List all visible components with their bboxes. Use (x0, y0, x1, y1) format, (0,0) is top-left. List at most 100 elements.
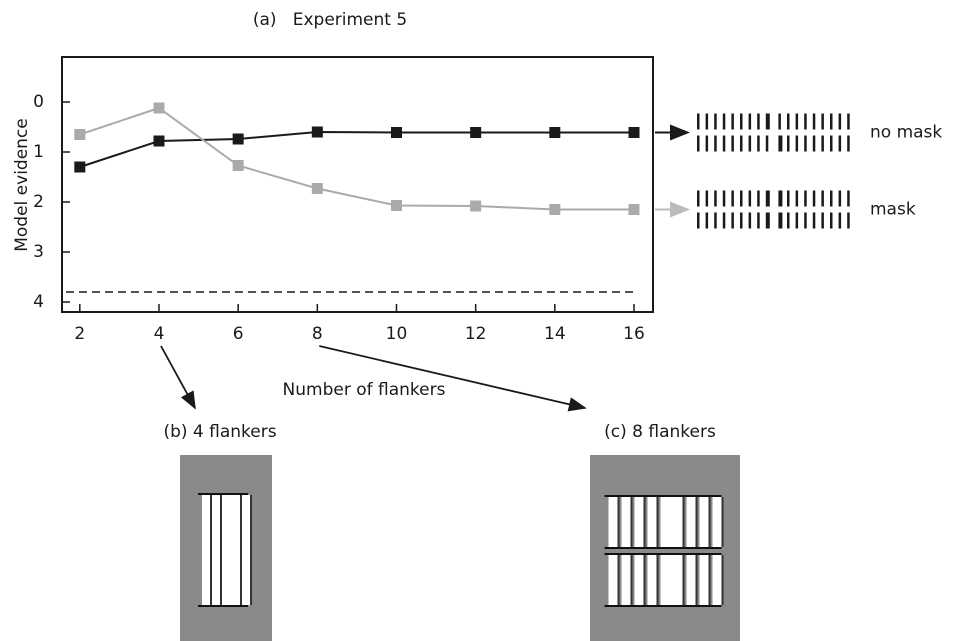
legend-glyph-bar (697, 212, 700, 229)
panel-arrow (160, 345, 196, 410)
legend-glyph-bar (722, 212, 726, 229)
stim-bar-edge (695, 497, 698, 547)
stim-bar-edge (721, 555, 724, 605)
legend-glyph-bar (804, 190, 807, 207)
x-tick-label: 4 (154, 324, 165, 344)
legend-glyph-bar (740, 212, 743, 229)
legend-glyph-bar (778, 212, 783, 229)
stim-bar (621, 555, 631, 605)
point (390, 200, 402, 211)
stim-bar-edge (708, 497, 711, 547)
point (74, 161, 86, 173)
legend-glyph-bar (847, 113, 850, 130)
legend-label: mask (870, 200, 916, 220)
legend-glyph-bar (778, 190, 783, 207)
stim-bar-edge (240, 495, 242, 605)
series-line (79, 130, 634, 168)
legend-glyph-bar (697, 190, 700, 207)
x-tick-label: 10 (386, 324, 408, 344)
legend-glyph-bar (847, 212, 850, 229)
stim-bar (660, 497, 674, 547)
stim-edge (604, 495, 722, 497)
legend-glyph-bar (714, 190, 717, 207)
stim-bar-edge (617, 497, 620, 547)
legend-glyph-bar (714, 113, 717, 130)
legend-glyph-bar (787, 113, 790, 130)
panel-arrow (319, 345, 587, 412)
legend-glyph-bar (830, 190, 833, 207)
legend-glyph-bar (757, 113, 760, 130)
stim-bar-edge (721, 497, 724, 547)
legend-glyph-bar (757, 190, 760, 207)
legend-glyph-bar (787, 212, 790, 229)
y-tick-label: 0 (33, 92, 44, 112)
legend-glyph-bar (722, 135, 726, 152)
legend-glyph-bar (821, 113, 824, 130)
legend-glyph-bar (830, 135, 833, 152)
plot-frame (61, 56, 654, 313)
legend-glyph-bar (705, 135, 709, 152)
stim-bar (673, 497, 683, 547)
legend-glyph-bar (795, 135, 799, 152)
legend-glyph-bar (714, 135, 717, 152)
stim-bar-edge (210, 495, 212, 605)
stim-bar-edge (220, 495, 222, 605)
legend-glyph-bar (765, 212, 770, 229)
legend-glyph-bar (812, 113, 816, 130)
stim-bar (222, 495, 234, 605)
y-tick-label: 4 (33, 292, 44, 312)
legend-glyph-bar (748, 212, 752, 229)
legend-glyph-bar (731, 113, 734, 130)
legend-label: no mask (870, 123, 942, 143)
stim-bar-edge (656, 555, 659, 605)
y-tick-label: 1 (33, 142, 44, 162)
legend-glyph-bar (804, 135, 807, 152)
legend-glyph-bar (705, 212, 709, 229)
x-tick-label: 12 (465, 324, 487, 344)
x-tick-label: 16 (623, 324, 645, 344)
legend-glyph-bar (821, 190, 824, 207)
point (549, 127, 561, 138)
x-tick-label: 2 (74, 324, 85, 344)
stim-bar (621, 497, 631, 547)
stim-edge (604, 605, 722, 607)
stim-bar (712, 555, 722, 605)
legend-glyph-bar (830, 113, 833, 130)
legend-glyph-bar (740, 113, 743, 130)
stim-bar (699, 555, 709, 605)
stim-bar (202, 495, 210, 605)
legend-glyph-bar (765, 135, 769, 152)
chart-title: (a) Experiment 5 (253, 10, 407, 30)
stim-edge (604, 547, 722, 549)
x-tick-label: 14 (544, 324, 566, 344)
point (74, 129, 86, 140)
stim-bar-edge (643, 555, 646, 605)
legend-glyph-bar (722, 113, 726, 130)
legend-glyph-bar (722, 190, 726, 207)
legend-glyph-bar (804, 212, 807, 229)
stim-bar-edge (630, 555, 633, 605)
legend-glyph-bar (812, 190, 816, 207)
legend-glyph-bar (795, 212, 799, 229)
legend-glyph-bar (748, 135, 752, 152)
stim-bar (634, 497, 644, 547)
legend-glyph-bar (765, 190, 770, 207)
legend-glyph-bar (748, 190, 752, 207)
legend-glyph-bar (821, 135, 824, 152)
point (628, 204, 640, 215)
stim-bar-edge (630, 497, 633, 547)
legend-glyph-bar (795, 190, 799, 207)
stim-bar (634, 555, 644, 605)
y-tick-label: 2 (33, 192, 44, 212)
stim-bar (712, 497, 722, 547)
legend-glyph-bar (705, 113, 709, 130)
stim-bar (660, 555, 674, 605)
point (232, 133, 244, 145)
point (390, 127, 402, 138)
legend-glyph-bar (731, 190, 734, 207)
legend-glyph-bar (812, 212, 816, 229)
y-tick-label: 3 (33, 242, 44, 262)
point (311, 126, 323, 138)
stim-bar (242, 495, 250, 605)
